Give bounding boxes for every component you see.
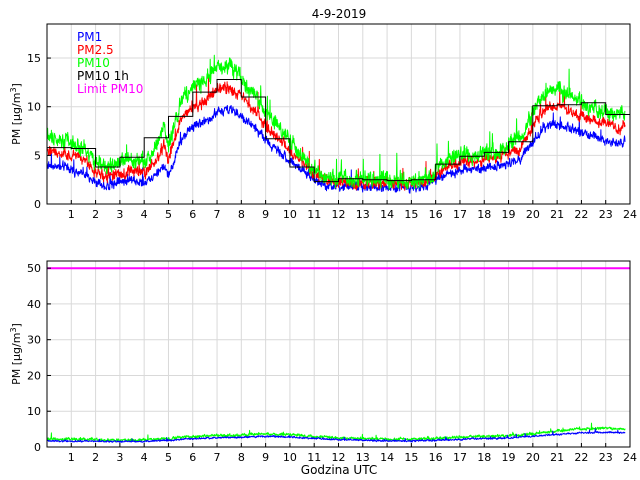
- x-tick-label: 3: [116, 208, 123, 221]
- x-tick-label: 9: [262, 208, 269, 221]
- y-tick-label: 10: [27, 101, 41, 114]
- y-tick-label: 20: [27, 369, 41, 382]
- y-axis-label: PM [µg/m3]: [9, 323, 23, 385]
- x-tick-label: 18: [477, 451, 491, 464]
- x-tick-label: 6: [189, 451, 196, 464]
- y-tick-label: 15: [27, 52, 41, 65]
- y-axis-label: PM [µg/m3]: [9, 83, 23, 145]
- x-tick-label: 14: [380, 208, 394, 221]
- x-tick-label: 19: [502, 451, 516, 464]
- x-tick-label: 21: [550, 451, 564, 464]
- x-tick-label: 10: [283, 208, 297, 221]
- y-tick-label: 50: [27, 262, 41, 275]
- x-tick-label: 23: [599, 451, 613, 464]
- bottom-chart: 1 2 3 4 5 6 7 8 9 10 11 12 13 14 15 16 17 18 19 20 21 22 23 240…: [9, 260, 637, 464]
- x-tick-label: 21: [550, 208, 564, 221]
- x-tick-label: 17: [453, 451, 467, 464]
- x-tick-label: 8: [238, 208, 245, 221]
- x-tick-label: 14: [380, 451, 394, 464]
- x-tick-label: 1: [68, 451, 75, 464]
- legend-entry-pm10: PM10: [77, 56, 110, 70]
- x-tick-label: 7: [214, 208, 221, 221]
- x-tick-label: 7: [214, 451, 221, 464]
- y-tick-label: 0: [34, 441, 41, 454]
- x-tick-label: 11: [307, 208, 321, 221]
- x-tick-label: 22: [574, 208, 588, 221]
- legend-entry-pm2-5: PM2.5: [77, 43, 114, 57]
- legend-entry-pm1: PM1: [77, 30, 102, 44]
- legend-entry-limit-pm10: Limit PM10: [77, 82, 143, 96]
- chart-title: 4-9-2019: [312, 7, 366, 21]
- legend-entry-pm10-1h: PM10 1h: [77, 69, 129, 83]
- top-chart: 1 2 3 4 5 6 7 8 9 10 11 12 13 14 15 16 17 18 19 20 21 22 23 240…: [9, 23, 637, 221]
- y-tick-label: 40: [27, 298, 41, 311]
- x-tick-label: 12: [332, 208, 346, 221]
- x-axis-label: Godzina UTC: [301, 463, 377, 477]
- x-tick-label: 17: [453, 208, 467, 221]
- x-tick-label: 24: [623, 208, 637, 221]
- x-tick-label: 2: [92, 208, 99, 221]
- x-tick-label: 16: [429, 451, 443, 464]
- x-tick-label: 18: [477, 208, 491, 221]
- x-tick-label: 4: [141, 208, 148, 221]
- x-tick-label: 4: [141, 451, 148, 464]
- x-tick-label: 15: [404, 208, 418, 221]
- x-tick-label: 5: [165, 208, 172, 221]
- x-tick-label: 5: [165, 451, 172, 464]
- x-tick-label: 2: [92, 451, 99, 464]
- series-line-pm10-1h: [47, 79, 630, 183]
- x-tick-label: 12: [332, 451, 346, 464]
- y-tick-label: 10: [27, 405, 41, 418]
- plot-area: [47, 267, 630, 443]
- y-tick-label: 5: [34, 149, 41, 162]
- x-tick-label: 10: [283, 451, 297, 464]
- series-line-pm1: [47, 428, 626, 443]
- x-tick-label: 11: [307, 451, 321, 464]
- y-tick-label: 0: [34, 198, 41, 211]
- x-tick-label: 3: [116, 451, 123, 464]
- x-tick-label: 16: [429, 208, 443, 221]
- series-line-pm10: [47, 54, 626, 190]
- series-line-pm10: [47, 422, 626, 443]
- x-tick-label: 23: [599, 208, 613, 221]
- x-tick-label: 9: [262, 451, 269, 464]
- plot-area: [47, 54, 630, 194]
- y-tick-label: 30: [27, 334, 41, 347]
- series-line-pm2-5: [47, 75, 626, 191]
- x-tick-label: 13: [356, 451, 370, 464]
- x-tick-label: 8: [238, 451, 245, 464]
- x-tick-label: 20: [526, 451, 540, 464]
- x-tick-label: 1: [68, 208, 75, 221]
- x-tick-label: 20: [526, 208, 540, 221]
- x-tick-label: 13: [356, 208, 370, 221]
- x-tick-label: 22: [574, 451, 588, 464]
- x-tick-label: 15: [404, 451, 418, 464]
- x-tick-label: 24: [623, 451, 637, 464]
- x-tick-label: 19: [502, 208, 516, 221]
- x-tick-label: 6: [189, 208, 196, 221]
